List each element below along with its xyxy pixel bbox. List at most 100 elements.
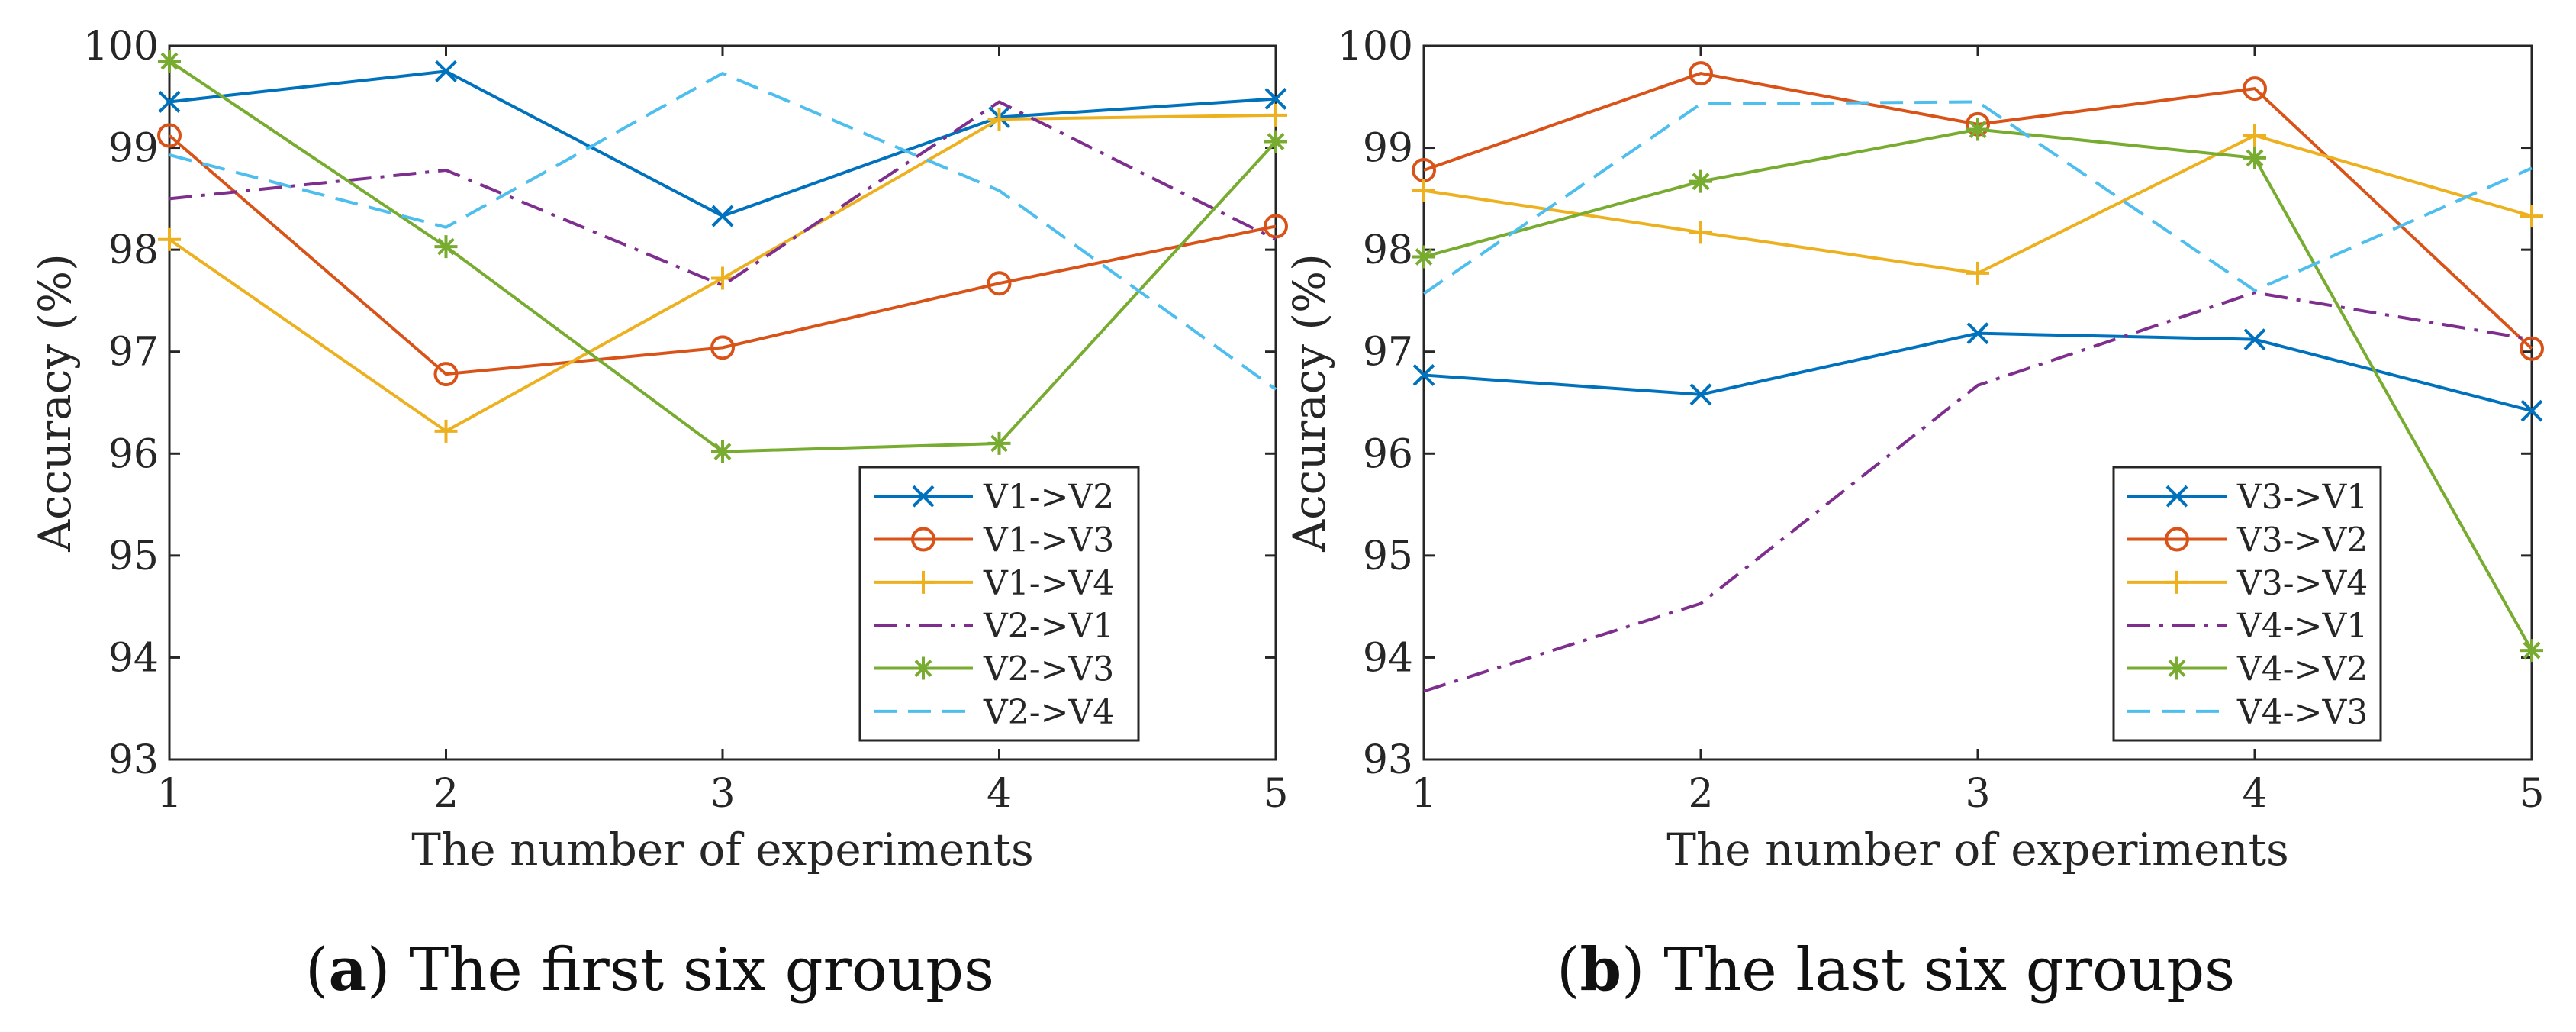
- y-tick-label: 96: [1363, 431, 1413, 477]
- series-1: [1412, 322, 2543, 422]
- legend-label: V4->V1: [2236, 607, 2368, 646]
- data-point: [1966, 261, 1989, 285]
- series-line: [169, 72, 1277, 391]
- x-tick-label: 4: [987, 771, 1012, 817]
- series-5: [158, 50, 1287, 463]
- legend-label: V1->V4: [983, 564, 1114, 603]
- x-axis-label: The number of experiments: [411, 824, 1033, 876]
- legend-label: V3->V4: [2236, 564, 2368, 603]
- legend-marker: [2165, 527, 2189, 552]
- data-point: [1412, 364, 1435, 386]
- data-point: [710, 335, 735, 360]
- legend: V3->V1 V3->V2 V3->V4 V4->V1 V4->V2 V4->V3: [2112, 466, 2382, 742]
- legend-label: V1->V2: [983, 478, 1114, 517]
- data-point: [1689, 169, 1712, 193]
- legend-marker: [912, 485, 935, 508]
- data-point: [2520, 399, 2543, 422]
- x-tick-label: 5: [2519, 771, 2544, 817]
- caption-a: (a) The first six groups: [305, 935, 995, 1005]
- data-point: [1966, 118, 1989, 141]
- data-point: [987, 108, 1011, 131]
- x-tick-label: 5: [1263, 771, 1288, 817]
- data-point: [987, 431, 1011, 455]
- series-2: [157, 123, 1288, 387]
- data-point: [1264, 88, 1287, 110]
- x-tick-label: 3: [1965, 771, 1990, 817]
- series-6: [169, 72, 1277, 391]
- legend-label: V2->V3: [983, 650, 1114, 689]
- x-tick-label: 1: [156, 771, 182, 817]
- data-point: [434, 419, 458, 443]
- data-point: [2243, 328, 2266, 351]
- x-tick-label: 2: [433, 771, 459, 817]
- legend-marker: [2165, 485, 2188, 508]
- data-point: [711, 266, 734, 290]
- series-3: [158, 103, 1287, 443]
- data-point: [2243, 146, 2266, 169]
- series-6: [1422, 100, 2533, 295]
- series-3: [1412, 124, 2543, 285]
- y-tick-label: 93: [108, 737, 159, 783]
- x-tick-label: 2: [1688, 771, 1713, 817]
- x-tick-label: 4: [2242, 771, 2267, 817]
- legend-marker: [2165, 656, 2188, 680]
- legend-label: V2->V1: [983, 607, 1114, 646]
- data-point: [158, 91, 181, 113]
- y-tick-label: 94: [1363, 635, 1413, 681]
- data-point: [1264, 214, 1288, 239]
- y-tick-label: 93: [1363, 737, 1413, 783]
- data-point: [2520, 205, 2543, 228]
- series-line: [168, 134, 1277, 376]
- data-point: [711, 205, 734, 227]
- data-point: [2243, 124, 2266, 147]
- chart-panel-2: 1 2 3 4 5 93 94 95 96 97 98 99 100 The number of expe…: [1283, 24, 2545, 876]
- legend: V1->V2 V1->V3 V1->V4 V2->V1 V2->V3 V2->V4: [858, 466, 1140, 742]
- y-tick-label: 99: [108, 126, 159, 172]
- y-tick-label: 99: [1363, 126, 1413, 172]
- legend-label: V4->V2: [2236, 650, 2368, 689]
- data-point: [2520, 639, 2543, 663]
- data-point: [435, 60, 457, 82]
- series-4: [169, 100, 1277, 287]
- x-axis-label: The number of experiments: [1666, 824, 2288, 876]
- data-point: [711, 440, 734, 463]
- legend-label: V4->V3: [2236, 693, 2368, 732]
- x-tick-label: 3: [710, 771, 735, 817]
- y-tick-label: 96: [108, 431, 159, 477]
- legend-label: V3->V1: [2236, 478, 2368, 517]
- y-tick-label: 97: [108, 330, 159, 376]
- legend-label: V3->V2: [2236, 521, 2368, 560]
- data-point: [1689, 383, 1712, 406]
- series-line: [1423, 291, 2533, 693]
- y-tick-label: 98: [1363, 227, 1413, 273]
- legend-marker: [912, 570, 935, 594]
- data-point: [1412, 179, 1435, 202]
- caption-b: (b) The last six groups: [1557, 935, 2236, 1005]
- data-point: [1264, 103, 1287, 127]
- legend-marker: [911, 527, 935, 552]
- data-point: [1412, 245, 1435, 269]
- legend-label: V2->V4: [983, 693, 1114, 732]
- y-tick-label: 97: [1363, 330, 1413, 376]
- data-point: [157, 123, 182, 148]
- data-point: [1689, 61, 1713, 86]
- data-point: [434, 235, 458, 259]
- y-tick-label: 94: [108, 635, 159, 681]
- legend-marker: [2165, 570, 2188, 594]
- y-tick-label: 95: [108, 534, 159, 579]
- y-tick-label: 95: [1363, 534, 1413, 579]
- y-tick-label: 100: [1338, 24, 1413, 69]
- series-4: [1423, 291, 2533, 693]
- data-point: [2243, 76, 2267, 102]
- y-tick-label: 100: [83, 24, 159, 69]
- data-point: [158, 227, 181, 251]
- series-5: [1412, 118, 2543, 663]
- legend-box: [858, 466, 1140, 742]
- data-point: [158, 50, 181, 73]
- series-line: [169, 100, 1277, 287]
- chart-panel-1: 1 2 3 4 5 93 94 95 96 97 98 99 100 The number of expe…: [29, 24, 1289, 876]
- y-tick-label: 98: [108, 227, 159, 273]
- legend-label: V1->V3: [983, 521, 1114, 560]
- x-tick-label: 1: [1411, 771, 1436, 817]
